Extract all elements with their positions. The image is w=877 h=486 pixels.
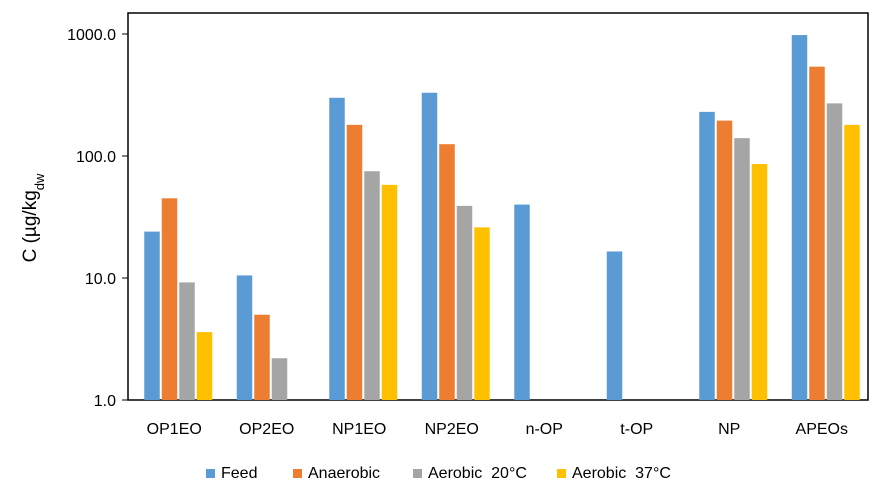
legend-swatch [557, 469, 566, 478]
y-axis-label-main: C (µg/kg [20, 190, 41, 262]
y-tick-label: 100.0 [76, 149, 116, 166]
y-tick-label: 1.0 [94, 393, 116, 410]
legend: Feed Anaerobic Aerobic 20°C Aerobic 37°C [206, 465, 671, 482]
bar-aerobic-20-c-np [734, 138, 750, 401]
bar-feed-np1eo [329, 97, 345, 401]
x-tick-label: t-OP [620, 421, 653, 438]
y-axis-title: C (µg/kgdw [20, 173, 47, 262]
bar-feed-n-op [514, 204, 530, 400]
legend-label: Aerobic 20°C [428, 465, 527, 482]
bar-aerobic-37-c-apeos [844, 124, 860, 400]
x-tick-label: NP1EO [332, 421, 386, 438]
y-tick-label: 1000.0 [67, 27, 116, 44]
y-axis-label-subscript: dw [32, 173, 47, 190]
y-axis: 1.0 10.0 100.0 1000.0 [67, 27, 128, 410]
bar-anaerobic-np2eo [439, 144, 455, 400]
bar-anaerobic-op2eo [254, 314, 270, 400]
bar-feed-np [699, 111, 715, 400]
bar-aerobic-37-c-op1eo [196, 332, 213, 400]
bar-anaerobic-np [716, 120, 733, 400]
bar-aerobic-37-c-np1eo [381, 184, 398, 400]
x-tick-label: OP2EO [239, 421, 294, 438]
bar-aerobic-20-c-op2eo [271, 358, 288, 400]
legend-swatch [413, 469, 422, 478]
plot-frame [127, 12, 869, 401]
bar-aerobic-37-c-np [751, 163, 768, 400]
x-axis: OP1EO OP2EO NP1EO NP2EO n-OP t-OP NP APEOs [147, 421, 848, 438]
bar-aerobic-20-c-apeos [826, 103, 843, 400]
bar-feed-t-op [606, 251, 623, 400]
x-tick-label: OP1EO [147, 421, 202, 438]
bar-aerobic-37-c-np2eo [474, 227, 490, 400]
bar-anaerobic-apeos [809, 66, 825, 401]
legend-swatch [293, 469, 302, 478]
x-tick-label: NP2EO [425, 421, 479, 438]
y-axis-label: C (µg/kgdw [20, 173, 47, 262]
bar-feed-op2eo [236, 275, 253, 400]
bar-anaerobic-np1eo [346, 124, 363, 400]
legend-swatch [206, 469, 215, 478]
bar-aerobic-20-c-op1eo [179, 282, 195, 400]
x-tick-label: n-OP [526, 421, 563, 438]
bar-aerobic-20-c-np1eo [364, 171, 380, 400]
bar-feed-apeos [791, 35, 808, 400]
bar-aerobic-20-c-np2eo [456, 205, 473, 400]
plot-area [127, 12, 869, 401]
x-tick-label: APEOs [796, 421, 848, 438]
legend-label: Feed [221, 465, 257, 482]
x-tick-label: NP [718, 421, 740, 438]
legend-label: Anaerobic [308, 465, 380, 482]
bar-anaerobic-op1eo [161, 198, 178, 400]
legend-label: Aerobic 37°C [572, 465, 671, 482]
y-tick-label: 10.0 [85, 271, 116, 288]
bar-feed-op1eo [144, 231, 160, 400]
bar-feed-np2eo [421, 92, 438, 400]
bars [144, 35, 860, 401]
